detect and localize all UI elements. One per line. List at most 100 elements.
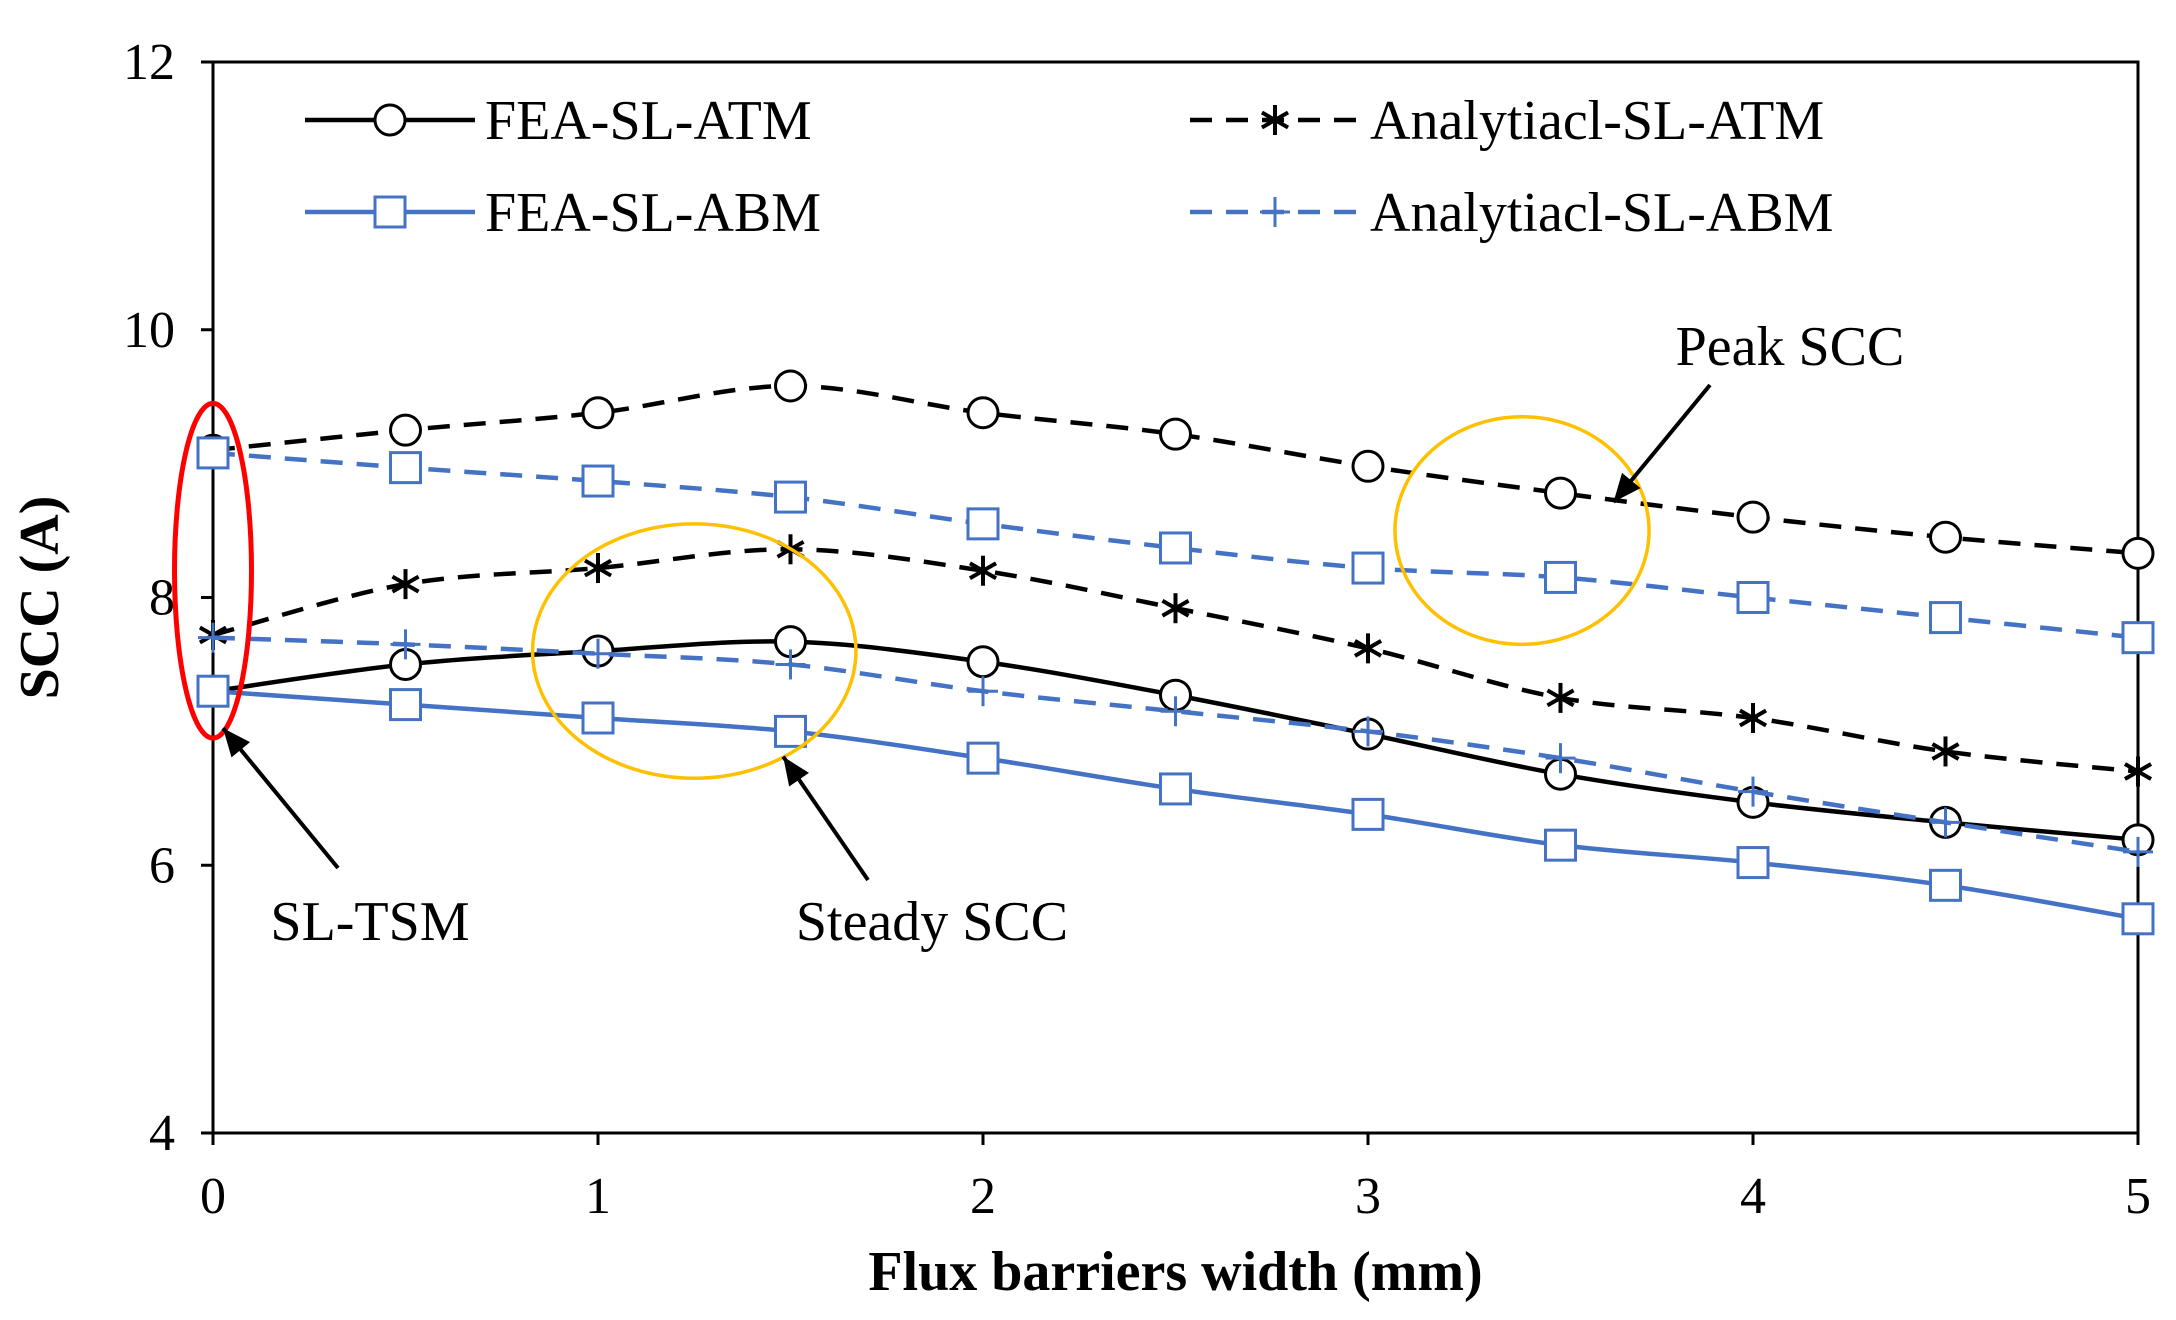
annotation-ellipse: [172, 400, 254, 741]
point-circle-marker: [774, 369, 807, 403]
series-unlabeled-5: [196, 436, 2155, 655]
x-tick-label: 5: [2125, 1168, 2151, 1225]
point-plus-marker: [1160, 696, 1191, 727]
annotation-ellipse: [1393, 415, 1651, 647]
series-layer: [196, 369, 2155, 936]
point-square-marker: [389, 688, 422, 722]
point-square-marker: [1544, 828, 1577, 862]
annotation-label: Steady SCC: [796, 891, 1068, 953]
point-square-marker: [966, 507, 1000, 541]
point-square-marker: [581, 464, 615, 498]
point-circle-marker: [389, 413, 422, 447]
legend-label: FEA-SL-ABM: [485, 182, 821, 244]
point-plus-marker: [2123, 836, 2153, 867]
point-square-marker: [389, 451, 422, 485]
point-plus-marker: [968, 676, 998, 707]
annotation-arrow-head: [1613, 472, 1641, 503]
series-fea-sl-abm: [196, 674, 2155, 936]
x-tick-label: 1: [585, 1168, 611, 1225]
annotation-label: Peak SCC: [1676, 316, 1905, 378]
legend: FEA-SL-ATM Analytiacl-SL-ATM FEA-SL-ABM Ana…: [305, 90, 1833, 244]
point-circle-marker: [581, 396, 615, 430]
point-square-marker: [1736, 581, 1770, 614]
annotation-layer: SL-TSM Steady SCC Peak SCC: [172, 316, 1905, 953]
x-axis-label: Flux barriers width (mm): [868, 1241, 1482, 1303]
legend-label: Analytiacl-SL-ATM: [1370, 90, 1824, 152]
point-plus-marker: [1353, 716, 1383, 747]
annotation-ellipse: [530, 522, 858, 780]
point-circle-marker: [2121, 536, 2155, 570]
point-asterisk-marker: [968, 555, 998, 586]
annotation-arrow-head: [783, 756, 809, 787]
annotation-sl-tsm: SL-TSM: [172, 400, 470, 953]
annotation-steady-scc: Steady SCC: [530, 522, 1068, 953]
series-analytiacl-sl-atm: [198, 534, 2153, 787]
point-square-marker: [196, 674, 230, 708]
annotation-peak-scc: Peak SCC: [1393, 316, 1905, 647]
series-line: [212, 635, 2139, 855]
y-tick-label: 8: [149, 570, 175, 627]
point-square-marker: [1929, 868, 1962, 902]
y-tick-label: 10: [123, 302, 175, 359]
y-axis-ticks: 4 6 8 10 12: [123, 34, 213, 1162]
point-square-marker: [1159, 531, 1192, 565]
point-plus-marker: [1260, 197, 1290, 227]
point-plus-marker: [1738, 776, 1768, 807]
y-tick-label: 12: [123, 34, 175, 91]
point-square-marker: [774, 714, 807, 748]
legend-entry: FEA-SL-ATM: [305, 90, 812, 152]
point-square-marker: [774, 480, 807, 514]
point-square-marker: [373, 195, 407, 229]
legend-entry: Analytiacl-SL-ATM: [1190, 90, 1824, 152]
point-circle-marker: [1351, 449, 1385, 483]
x-axis-ticks: 0 1 2 3 4 5: [200, 1133, 2151, 1225]
point-asterisk-marker: [1546, 682, 1575, 713]
point-square-marker: [196, 436, 230, 470]
annotation-label: SL-TSM: [270, 891, 469, 953]
y-tick-label: 6: [149, 837, 175, 894]
annotation-arrow-head: [223, 728, 251, 758]
point-asterisk-marker: [1161, 593, 1190, 624]
point-square-marker: [1159, 772, 1192, 806]
x-tick-label: 4: [1740, 1168, 1766, 1225]
point-circle-marker: [373, 103, 407, 137]
x-tick-label: 0: [200, 1168, 226, 1225]
point-plus-marker: [1930, 807, 1961, 838]
point-square-marker: [1929, 601, 1962, 635]
point-asterisk-marker: [391, 569, 420, 600]
point-asterisk-marker: [1353, 633, 1383, 664]
point-square-marker: [581, 701, 615, 735]
point-circle-marker: [966, 396, 1000, 430]
point-plus-marker: [198, 622, 228, 653]
point-square-marker: [966, 741, 1000, 775]
legend-label: Analytiacl-SL-ABM: [1370, 182, 1833, 244]
point-plus-marker: [583, 638, 613, 669]
point-circle-marker: [1929, 520, 1962, 554]
point-square-marker: [2121, 621, 2155, 655]
point-square-marker: [1544, 560, 1577, 594]
annotation-arrow-line: [221, 726, 340, 870]
point-square-marker: [1351, 797, 1385, 831]
series-analytiacl-sl-abm: [198, 622, 2153, 867]
point-asterisk-marker: [1931, 736, 1960, 767]
legend-entry: FEA-SL-ABM: [305, 182, 821, 244]
point-asterisk-marker: [1260, 105, 1290, 135]
series-line: [212, 450, 2139, 640]
point-circle-marker: [1159, 417, 1192, 451]
point-square-marker: [1736, 846, 1770, 880]
legend-entry: Analytiacl-SL-ABM: [1190, 182, 1833, 244]
point-plus-marker: [390, 629, 421, 660]
series-line: [212, 383, 2139, 556]
point-plus-marker: [775, 649, 806, 680]
y-axis-label: SCC (A): [9, 496, 71, 700]
point-circle-marker: [966, 645, 1000, 679]
y-tick-label: 4: [149, 1105, 175, 1162]
point-asterisk-marker: [1738, 702, 1768, 733]
point-square-marker: [2121, 902, 2155, 936]
legend-label: FEA-SL-ATM: [485, 90, 812, 152]
point-square-marker: [1351, 551, 1385, 585]
x-tick-label: 3: [1355, 1168, 1381, 1225]
point-asterisk-marker: [2123, 756, 2153, 787]
point-asterisk-marker: [583, 553, 613, 584]
